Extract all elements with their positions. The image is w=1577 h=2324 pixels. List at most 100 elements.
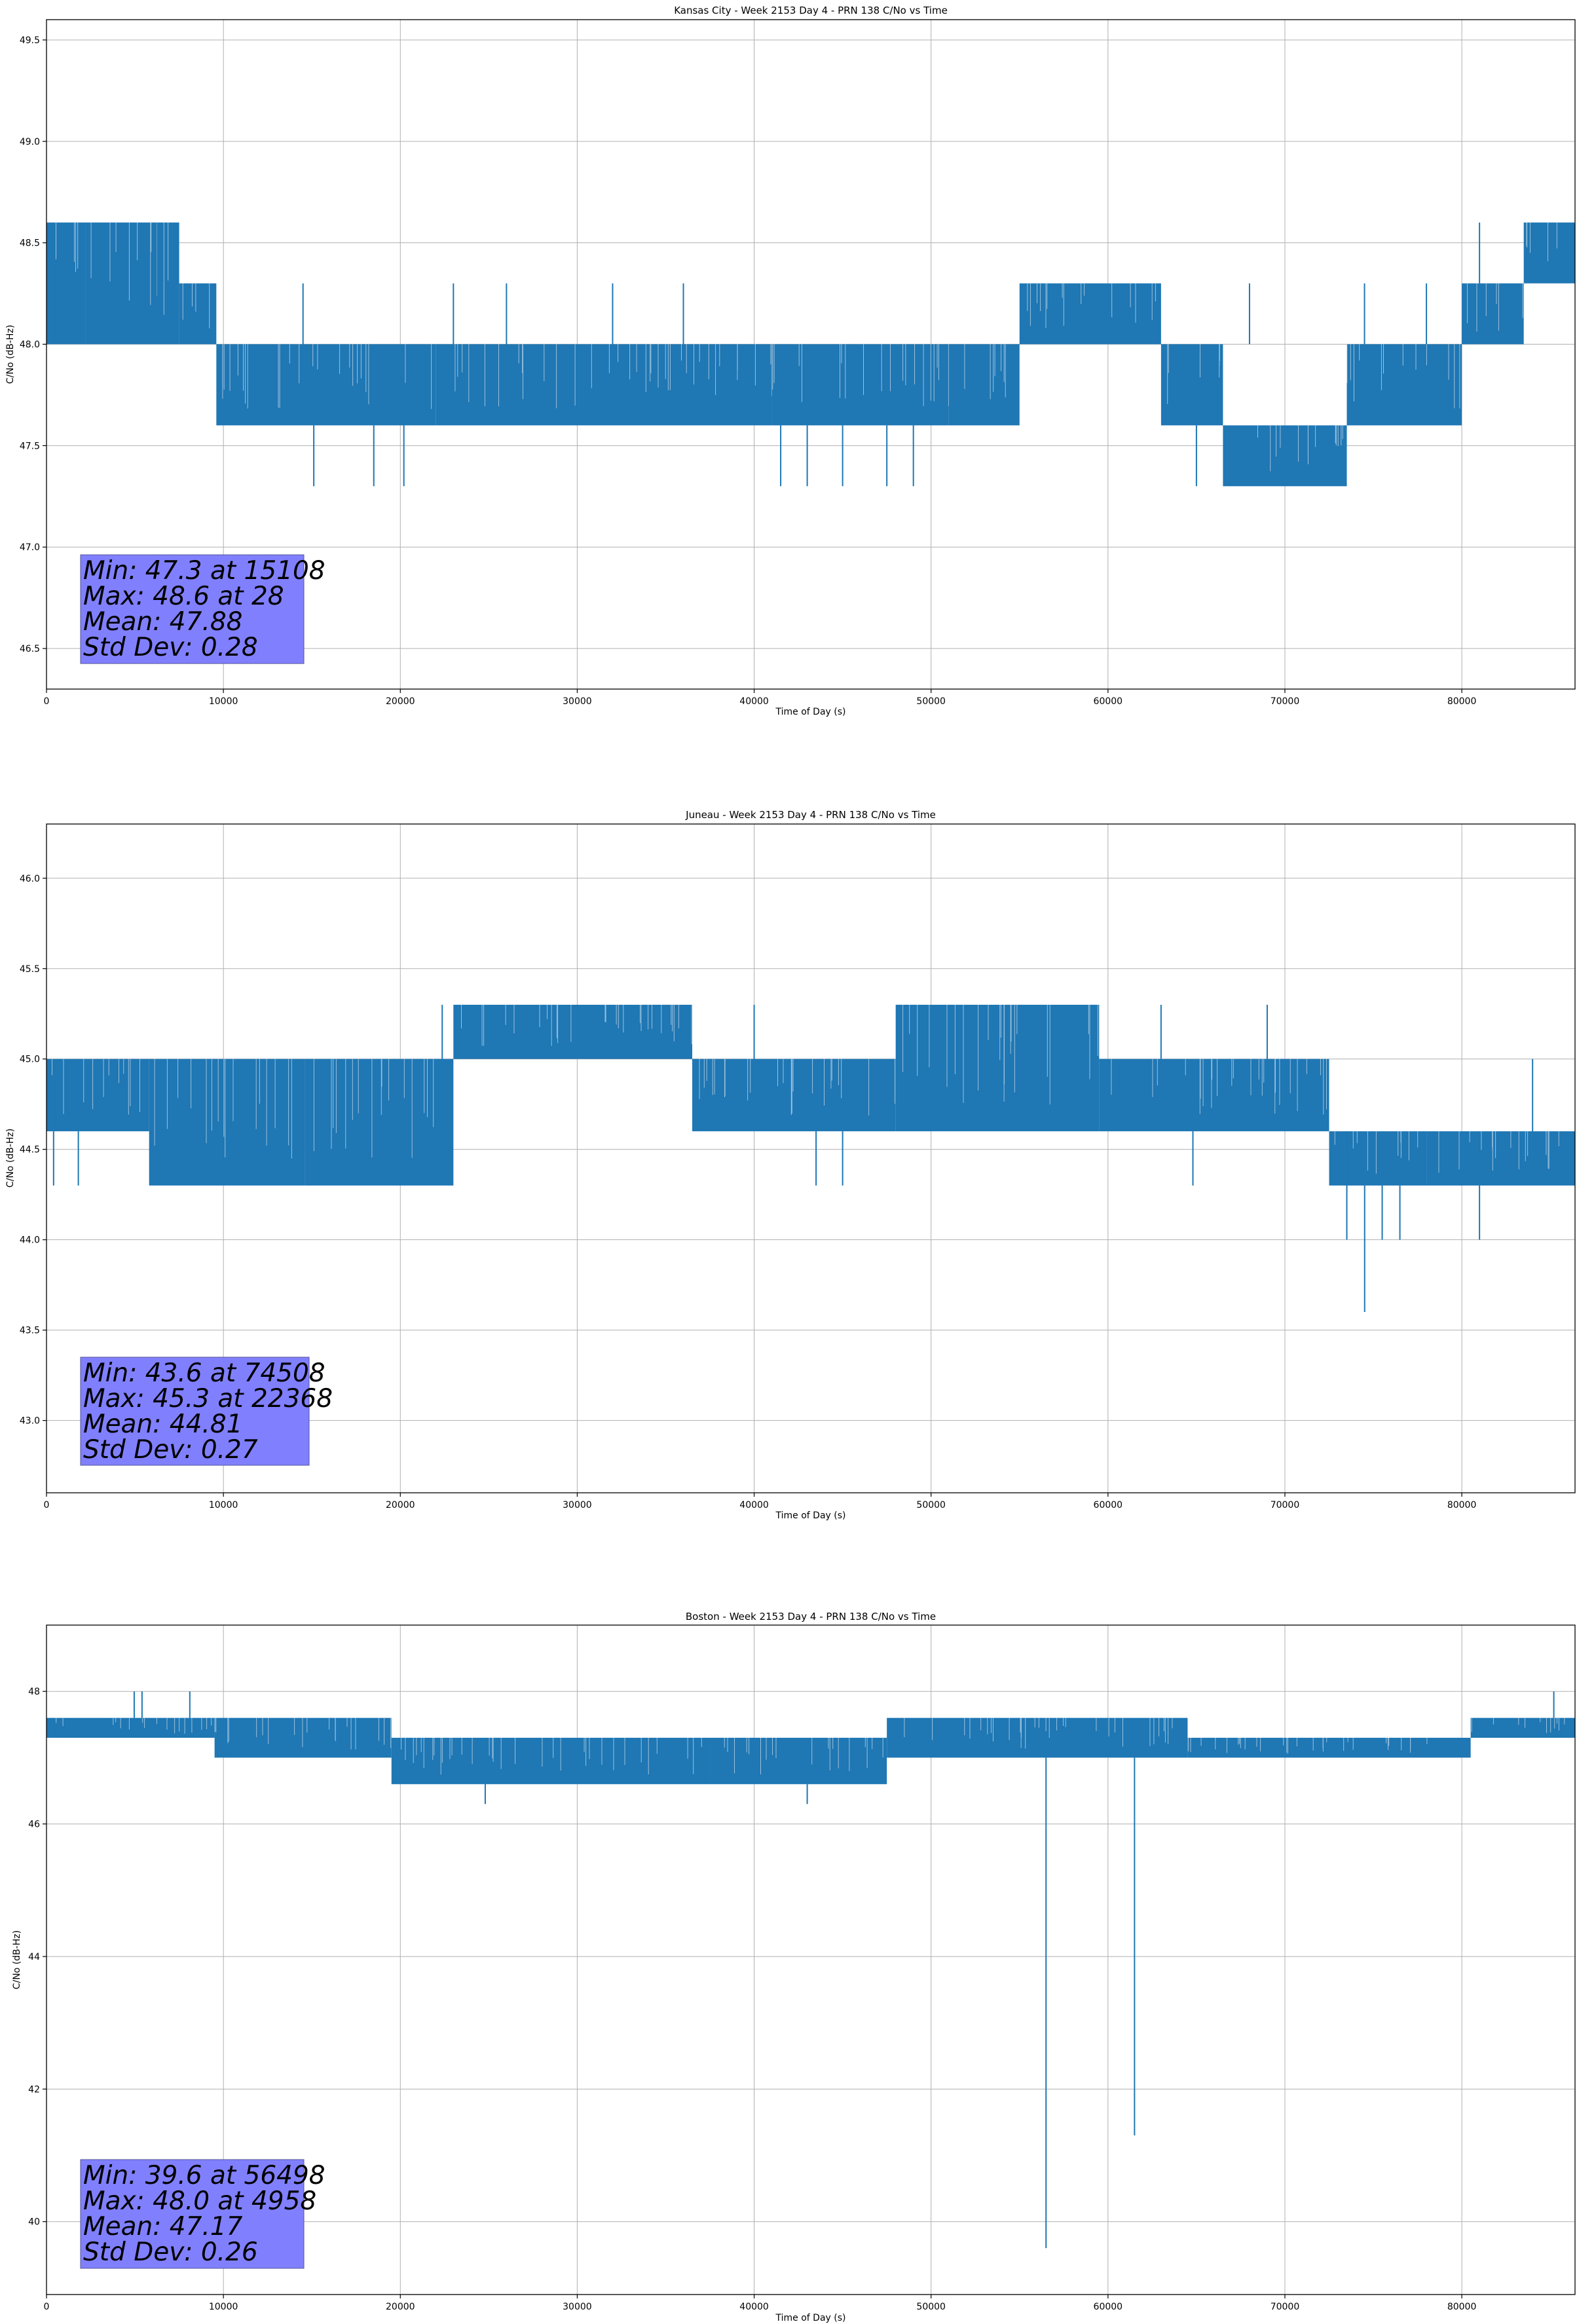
cno-band-texture [1257, 425, 1343, 472]
cno-band [1019, 283, 1161, 345]
y-tick-label: 48.0 [20, 340, 40, 350]
x-tick-label: 30000 [563, 1500, 592, 1510]
x-tick-label: 0 [44, 2302, 50, 2312]
stats-box: Min: 43.6 at 74508 Max: 45.3 at 22368 Me… [80, 1357, 333, 1466]
y-tick-label: 49.5 [20, 35, 40, 46]
cno-band-texture [1471, 1717, 1565, 1733]
x-tick-label: 20000 [386, 2302, 415, 2312]
y-axis-label: C/No (dB-Hz) [5, 325, 16, 384]
stats-mean: Mean: 44.81 [83, 1410, 242, 1439]
cno-band-texture [1438, 1131, 1559, 1173]
y-tick-label: 42 [28, 2084, 40, 2095]
cno-band-texture [56, 222, 79, 272]
chart-title: Boston - Week 2153 Day 4 - PRN 138 C/No … [686, 1611, 936, 1622]
y-tick-label: 48 [28, 1687, 40, 1697]
cno-band [149, 1059, 305, 1186]
cno-band [1329, 1131, 1427, 1186]
cno-band-texture [56, 1717, 212, 1734]
x-tick-label: 50000 [916, 1500, 946, 1510]
x-tick-label: 50000 [916, 2302, 946, 2312]
x-tick-label: 60000 [1094, 2302, 1123, 2312]
chart-title: Kansas City - Week 2153 Day 4 - PRN 138 … [674, 5, 948, 16]
cno-band [692, 1059, 896, 1132]
stats-min: Min: 39.6 at 56498 [83, 2161, 325, 2190]
stats-box-background [80, 554, 305, 664]
cno-band [1160, 344, 1223, 426]
x-tick-label: 10000 [209, 696, 238, 707]
cno-band-texture [1167, 344, 1220, 404]
y-tick-label: 45.5 [20, 964, 40, 975]
x-axis-label: Time of Day (s) [775, 2313, 846, 2323]
cno-band-texture [699, 1059, 895, 1115]
cno-band-texture [1526, 222, 1557, 261]
stats-std-dev: Std Dev: 0.28 [83, 633, 258, 662]
cno-band [1523, 222, 1575, 284]
cno-band-texture [1467, 283, 1523, 332]
x-tick-label: 40000 [739, 1500, 769, 1510]
y-tick-label: 47.5 [20, 441, 40, 451]
stats-box: Min: 47.3 at 15108 Max: 48.6 at 28 Mean:… [80, 554, 325, 664]
y-tick-label: 44 [28, 1952, 40, 1962]
x-tick-label: 70000 [1271, 1500, 1300, 1510]
y-tick-label: 40 [28, 2217, 40, 2228]
cno-band [1462, 283, 1524, 345]
y-tick-label: 46 [28, 1820, 40, 1830]
x-tick-label: 0 [44, 1500, 50, 1510]
cno-band [895, 1004, 1100, 1132]
cno-band-texture [904, 1717, 1173, 1749]
x-tick-label: 20000 [386, 1500, 415, 1510]
stats-mean: Mean: 47.17 [83, 2212, 243, 2241]
cno-band [305, 1059, 454, 1186]
cno-band-texture [455, 344, 772, 409]
cno-band-texture [214, 1717, 392, 1750]
cno-band-texture [902, 1004, 1098, 1105]
cno-band-texture [222, 344, 432, 409]
cno-band-texture [1346, 344, 1460, 409]
cno-band-texture [461, 1004, 692, 1046]
cno-band [436, 344, 772, 426]
x-tick-label: 40000 [739, 696, 769, 707]
y-tick-label: 43.0 [20, 1416, 40, 1427]
x-tick-label: 70000 [1271, 2302, 1300, 2312]
stats-max: Max: 48.0 at 4958 [83, 2186, 316, 2216]
cno-band [85, 222, 179, 345]
y-tick-label: 44.0 [20, 1235, 40, 1246]
x-tick-label: 20000 [386, 696, 415, 707]
cno-band [453, 1004, 693, 1059]
y-axis-label: C/No (dB-Hz) [12, 1930, 22, 1989]
cno-band [46, 1717, 215, 1738]
stats-box-background [80, 2159, 305, 2269]
stats-std-dev: Std Dev: 0.27 [83, 1435, 258, 1465]
x-tick-label: 0 [44, 696, 50, 707]
stats-min: Min: 47.3 at 15108 [83, 556, 325, 586]
plot-frame [46, 1624, 1576, 2295]
cno-band [1099, 1059, 1329, 1132]
cno-band [710, 1738, 887, 1784]
cno-band-texture [1111, 1059, 1327, 1115]
x-tick-label: 80000 [1447, 696, 1477, 707]
cno-band [179, 283, 217, 345]
y-tick-label: 46.0 [20, 874, 40, 884]
cno-band [214, 1717, 392, 1758]
stats-box-background [80, 1357, 310, 1466]
chart-juneau: Juneau - Week 2153 Day 4 - PRN 138 C/No … [5, 809, 1576, 1521]
cno-band [46, 1059, 149, 1132]
y-tick-label: 46.5 [20, 644, 40, 654]
cno-band [391, 1738, 711, 1784]
cno-band [887, 1717, 1188, 1758]
y-tick-label: 47.0 [20, 542, 40, 553]
cno-band [1187, 1738, 1471, 1758]
y-tick-label: 44.5 [20, 1145, 40, 1155]
x-tick-label: 60000 [1094, 696, 1123, 707]
x-tick-label: 40000 [739, 2302, 769, 2312]
y-axis-label: C/No (dB-Hz) [5, 1129, 16, 1188]
y-tick-label: 45.0 [20, 1055, 40, 1065]
x-tick-label: 50000 [916, 696, 946, 707]
cno-band-texture [724, 1738, 883, 1774]
x-tick-label: 10000 [209, 2302, 238, 2312]
x-tick-label: 60000 [1094, 1500, 1123, 1510]
cno-band-texture [1027, 283, 1156, 328]
plot-frame [46, 823, 1576, 1493]
y-tick-label: 49.0 [20, 137, 40, 147]
